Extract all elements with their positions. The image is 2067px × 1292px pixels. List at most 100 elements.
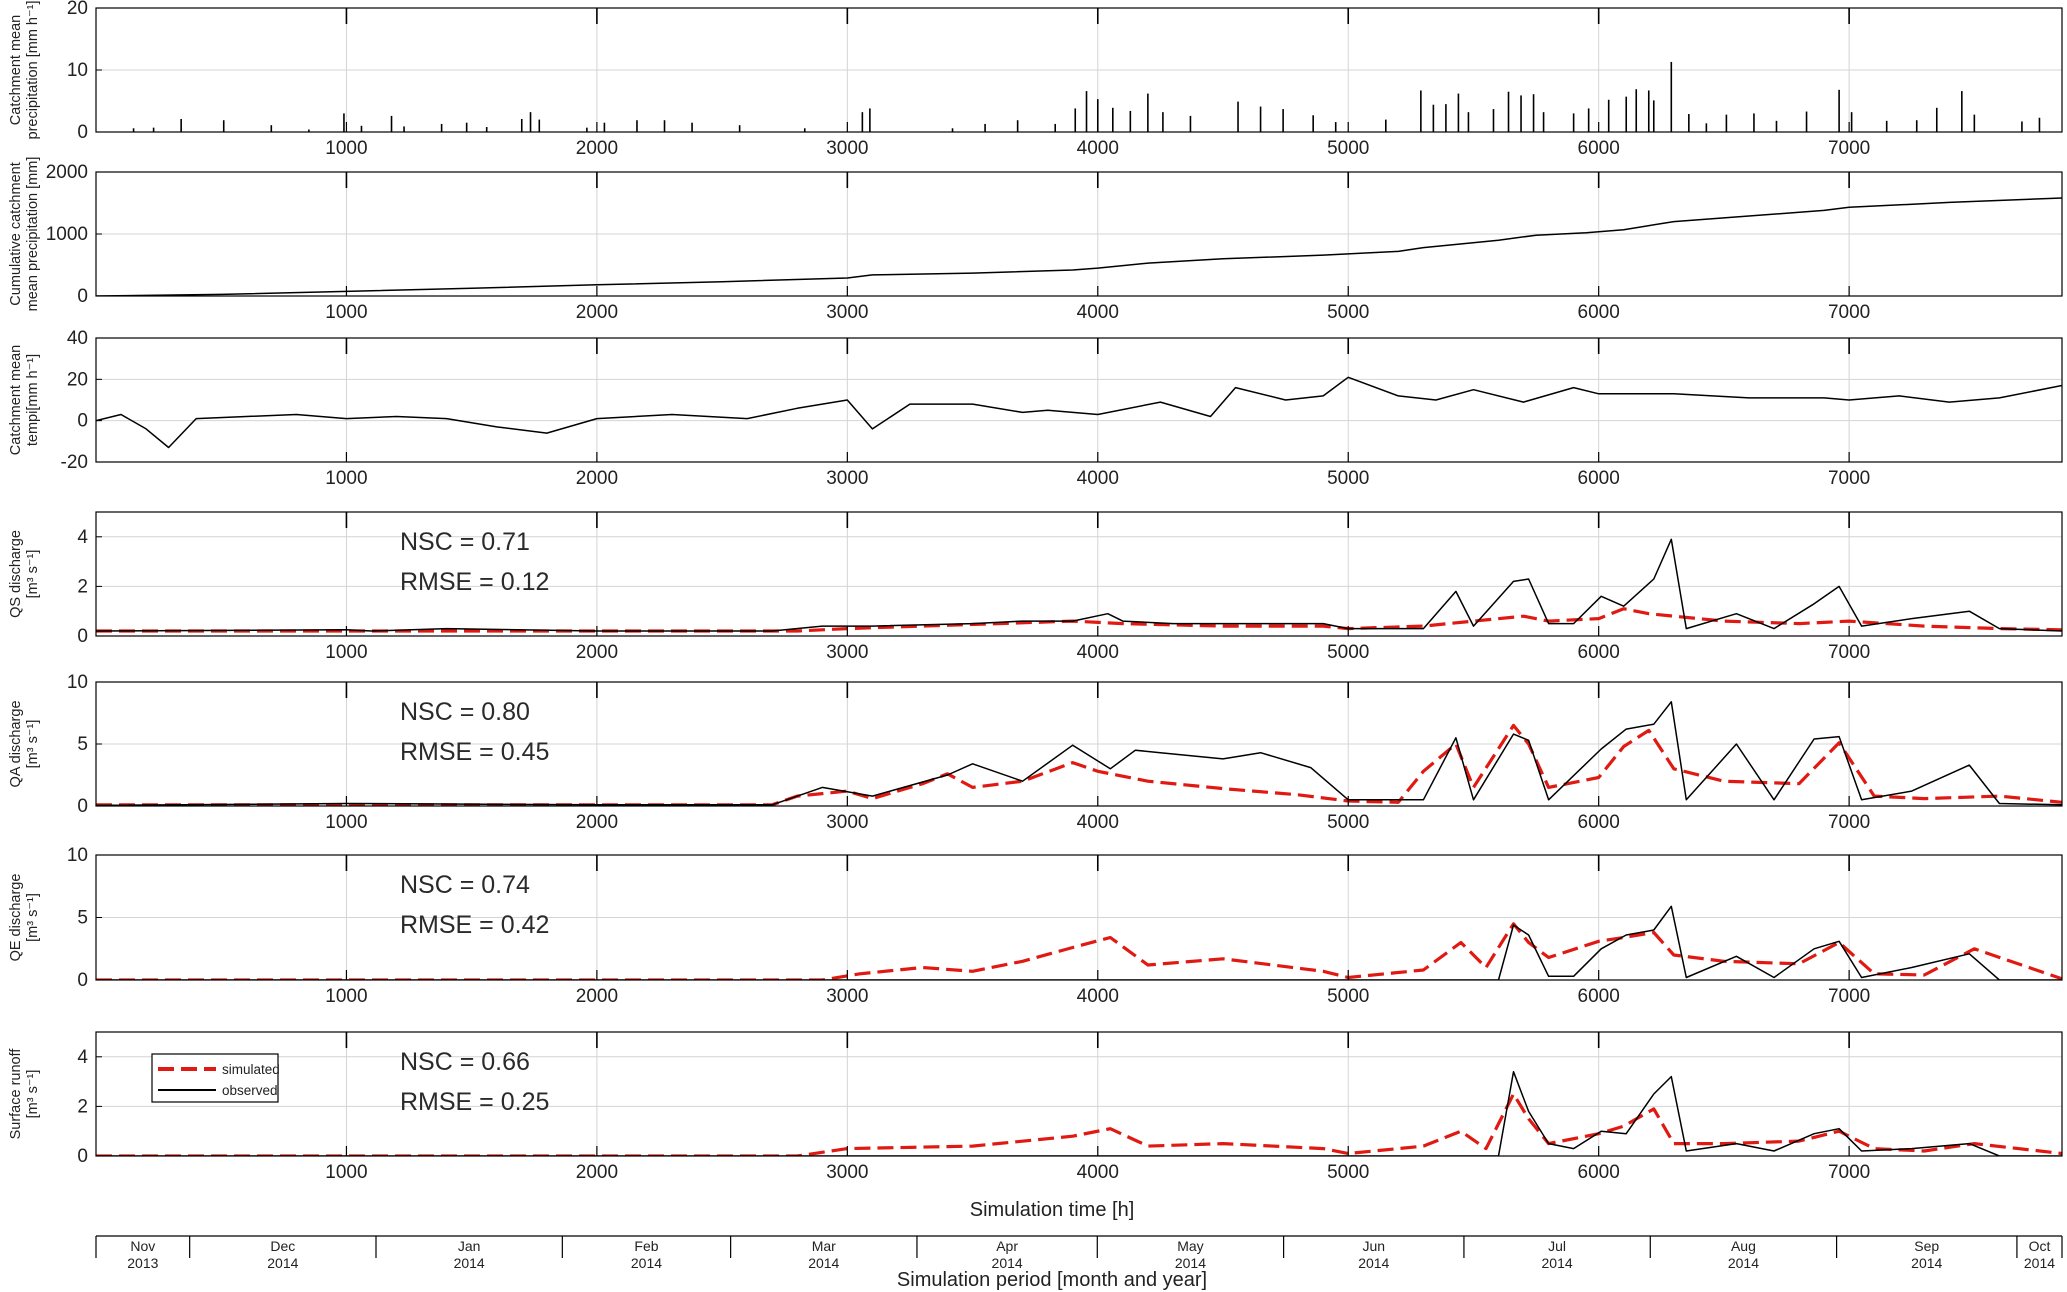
month-label: Jun: [1362, 1238, 1385, 1254]
x-tick-label: 6000: [1578, 1162, 1620, 1183]
bottom-axis-label: Simulation period [month and year]: [897, 1269, 1207, 1291]
y-axis-label-line: tempi[mm h⁻¹]: [25, 354, 41, 446]
x-axis-label: Simulation time [h]: [970, 1199, 1135, 1221]
x-tick-label: 7000: [1828, 302, 1870, 323]
y-tick-label: 1000: [46, 224, 88, 245]
y-axis-label: QS discharge[m³ s⁻¹]: [8, 530, 41, 618]
x-tick-label: 6000: [1578, 468, 1620, 489]
panel-qs-discharge: 1000 2000 3000 4000 5000 6000 7000 0 2 4 QS discha…: [8, 511, 2063, 663]
y-axis-label-line: mean precipitation [mm]: [25, 157, 41, 312]
y-tick-label: 0: [77, 286, 88, 307]
y-axis-label: Catchment meantempi[mm h⁻¹]: [8, 345, 41, 455]
x-tick-label: 3000: [826, 812, 868, 833]
y-axis-label: Catchment meanprecipitation [mm h⁻¹]: [8, 0, 41, 139]
panel-data: [96, 1070, 2062, 1156]
year-label: 2013: [127, 1255, 158, 1271]
y-axis-label-line: Catchment mean: [8, 345, 24, 455]
year-label: 2014: [1175, 1255, 1206, 1271]
observed-series-line: [96, 701, 2062, 806]
simulated-series-line: [96, 1092, 2062, 1156]
y-tick-label: 2: [77, 1096, 88, 1117]
panel-surface-runoff: 1000 2000 3000 4000 5000 6000 7000 0 2 4 Surface r…: [8, 1031, 2063, 1183]
x-tick-label: 5000: [1327, 986, 1369, 1007]
panel-cumulative-precipitation: 1000 2000 3000 4000 5000 6000 7000010002000Cum…: [8, 157, 2063, 323]
y-axis-label-line: QA discharge: [8, 700, 24, 787]
month-label: Jan: [458, 1238, 481, 1254]
year-label: 2014: [1542, 1255, 1573, 1271]
rmse-annotation: RMSE = 0.42: [400, 911, 549, 939]
data-series-line: [96, 376, 2062, 449]
observed-series-line: [96, 1070, 2062, 1156]
y-axis-label-line: [m³ s⁻¹]: [25, 550, 41, 599]
x-tick-label: 2000: [576, 986, 618, 1007]
panel-precipitation: 1000 2000 3000 4000 5000 6000 7000 0 10 20 Catchme…: [8, 0, 2063, 159]
year-label: 2014: [1911, 1255, 1942, 1271]
x-tick-label: 7000: [1828, 468, 1870, 489]
rmse-annotation: RMSE = 0.45: [400, 738, 549, 766]
x-tick-label: 6000: [1578, 642, 1620, 663]
y-tick-label: 2: [77, 576, 88, 597]
x-tick-label: 3000: [826, 302, 868, 323]
month-label: Mar: [812, 1238, 836, 1254]
y-axis-label-line: Surface runoff: [8, 1048, 24, 1140]
month-label: Nov: [130, 1238, 155, 1254]
legend-box: [151, 1053, 279, 1103]
y-tick-label: 0: [77, 1146, 88, 1167]
y-tick-label: 5: [77, 734, 88, 755]
x-tick-label: 2000: [576, 642, 618, 663]
x-tick-label: 7000: [1828, 138, 1870, 159]
x-tick-label: 1000: [325, 302, 367, 323]
month-label: Feb: [634, 1238, 658, 1254]
y-tick-label: 4: [77, 527, 88, 548]
observed-series-line: [96, 538, 2062, 632]
y-tick-label: 40: [67, 328, 88, 349]
x-tick-label: 7000: [1828, 1162, 1870, 1183]
simulated-series-line: [96, 723, 2062, 806]
panel-data: [96, 197, 2062, 296]
panel-data: [96, 701, 2062, 806]
x-tick-label: 4000: [1077, 138, 1119, 159]
year-label: 2014: [992, 1255, 1023, 1271]
y-axis-label-line: Cumulative catchment: [8, 162, 24, 305]
x-tick-label: 6000: [1578, 812, 1620, 833]
x-tick-label: 3000: [826, 1162, 868, 1183]
x-tick-label: 1000: [325, 986, 367, 1007]
year-label: 2014: [267, 1255, 298, 1271]
x-tick-label: 3000: [826, 986, 868, 1007]
panels-layer: 1000 2000 3000 4000 5000 6000 700001020Catchme…: [8, 0, 2063, 1183]
year-label: 2014: [808, 1255, 839, 1271]
month-label: Jul: [1548, 1238, 1566, 1254]
x-tick-label: 2000: [576, 812, 618, 833]
x-tick-label: 5000: [1327, 642, 1369, 663]
panel-frame: [95, 511, 2063, 637]
x-tick-label: 5000: [1327, 468, 1369, 489]
y-tick-label: 20: [67, 0, 88, 19]
year-label: 2014: [631, 1255, 662, 1271]
month-axis: Nov2013Dec2014Jan2014Feb2014Mar2014Apr20…: [95, 1235, 2063, 1271]
legend-simulated-label: simulated: [222, 1062, 280, 1077]
month-label: Dec: [270, 1238, 295, 1254]
year-label: 2014: [1358, 1255, 1389, 1271]
y-tick-label: 10: [67, 845, 88, 866]
x-tick-label: 7000: [1828, 986, 1870, 1007]
panel-qa-discharge: 1000 2000 3000 4000 5000 6000 7000 0 5 10 QA disch…: [8, 672, 2063, 833]
observed-series-line: [96, 905, 2062, 980]
panel-frame: [95, 337, 2063, 463]
y-tick-label: 20: [67, 369, 88, 390]
x-tick-label: 1000: [325, 138, 367, 159]
y-axis-label: Cumulative catchmentmean precipitation […: [8, 157, 41, 312]
month-label: Oct: [2029, 1238, 2051, 1254]
x-tick-label: 4000: [1077, 642, 1119, 663]
x-tick-label: 3000: [826, 138, 868, 159]
panel-data: [96, 905, 2062, 980]
year-label: 2014: [2024, 1255, 2055, 1271]
x-tick-label: 5000: [1327, 1162, 1369, 1183]
y-axis-label-line: Catchment mean: [8, 15, 24, 125]
y-axis-label-line: [m³ s⁻¹]: [25, 720, 41, 769]
x-tick-label: 6000: [1578, 302, 1620, 323]
y-tick-label: 0: [77, 796, 88, 817]
y-tick-label: 10: [67, 60, 88, 81]
x-tick-label: 4000: [1077, 812, 1119, 833]
nsc-annotation: NSC = 0.71: [400, 528, 530, 556]
